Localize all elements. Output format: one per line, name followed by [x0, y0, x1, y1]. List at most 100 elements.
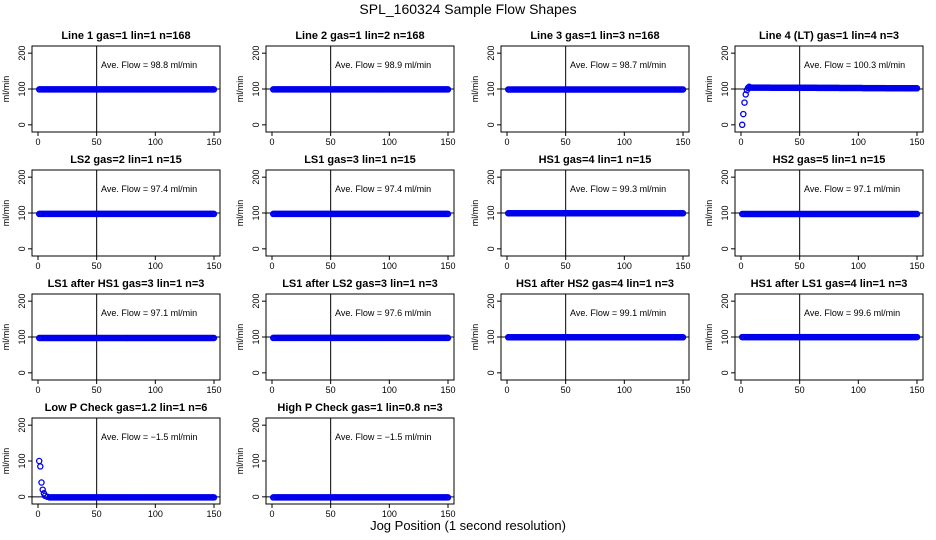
y-tick-label: 100	[486, 205, 496, 220]
x-tick-label: 0	[504, 137, 509, 147]
data-point	[913, 210, 921, 218]
panel-title: LS1 after HS1 gas=3 lin=1 n=3	[48, 278, 205, 290]
y-tick-label: 200	[17, 294, 27, 309]
panel-title: Line 2 gas=1 lin=2 n=168	[295, 30, 424, 42]
panel-4: Line 4 (LT) gas=1 lin=4 n=3 0 100 200 ml/min…	[704, 30, 925, 147]
data-point	[210, 494, 218, 501]
panel-title: Line 4 (LT) gas=1 lin=4 n=3	[759, 30, 899, 42]
y-tick-label: 200	[17, 170, 27, 185]
x-tick-label: 0	[738, 261, 743, 271]
x-tick-label: 50	[795, 385, 805, 395]
y-tick-label: 0	[486, 246, 496, 251]
figure-x-axis-label: Jog Position (1 second resolution)	[370, 518, 566, 533]
panel-13: Low P Check gas=1.2 lin=1 n=6 0 100 200 ml/m…	[1, 402, 222, 519]
x-tick-label: 150	[675, 261, 690, 271]
panel-title: LS1 after LS2 gas=3 lin=1 n=3	[282, 278, 438, 290]
x-tick-label: 150	[440, 261, 455, 271]
data-point	[444, 210, 452, 218]
x-tick-label: 50	[92, 509, 102, 519]
average-flow-annotation: Ave. Flow = 98.8 ml/min	[101, 60, 197, 70]
y-tick-label: 0	[251, 370, 261, 375]
y-tick-label: 0	[17, 246, 27, 251]
y-tick-label: 0	[720, 246, 730, 251]
y-tick-label: 0	[17, 122, 27, 127]
y-tick-label: 100	[486, 329, 496, 344]
y-tick-label: 0	[17, 370, 27, 375]
x-tick-label: 100	[851, 137, 866, 147]
x-tick-label: 50	[561, 261, 571, 271]
x-tick-label: 150	[440, 509, 455, 519]
y-axis-label: ml/min	[470, 324, 480, 351]
x-tick-label: 100	[382, 261, 397, 271]
y-tick-label: 0	[720, 122, 730, 127]
data-point	[679, 210, 687, 217]
y-tick-label: 100	[251, 453, 261, 468]
x-tick-label: 0	[738, 137, 743, 147]
y-tick-label: 200	[720, 170, 730, 185]
data-point	[39, 486, 46, 493]
x-tick-label: 100	[148, 509, 163, 519]
y-tick-label: 0	[486, 122, 496, 127]
x-tick-label: 150	[909, 137, 924, 147]
x-tick-label: 150	[440, 137, 455, 147]
average-flow-annotation: Ave. Flow = 97.4 ml/min	[101, 184, 197, 194]
x-tick-label: 150	[206, 137, 221, 147]
data-point	[38, 479, 45, 486]
y-axis-label: ml/min	[235, 76, 245, 103]
y-tick-label: 100	[17, 329, 27, 344]
x-tick-label: 50	[795, 261, 805, 271]
x-tick-label: 150	[206, 261, 221, 271]
average-flow-annotation: Ave. Flow = 98.7 ml/min	[570, 60, 666, 70]
average-flow-annotation: Ave. Flow = 97.1 ml/min	[804, 184, 900, 194]
panel-title: Line 1 gas=1 lin=1 n=168	[61, 30, 190, 42]
average-flow-annotation: Ave. Flow = −1.5 ml/min	[335, 432, 431, 442]
y-axis-label: ml/min	[1, 324, 11, 351]
y-axis-label: ml/min	[235, 324, 245, 351]
panel-title: High P Check gas=1 lin=0.8 n=3	[277, 402, 442, 414]
x-tick-label: 100	[382, 509, 397, 519]
x-tick-label: 150	[909, 385, 924, 395]
average-flow-annotation: Ave. Flow = 97.1 ml/min	[101, 308, 197, 318]
panel-title: LS1 gas=3 lin=1 n=15	[304, 154, 416, 166]
panel-14: High P Check gas=1 lin=0.8 n=3 0 100 200 ml/…	[235, 402, 456, 519]
y-tick-label: 200	[17, 46, 27, 61]
x-tick-label: 50	[326, 509, 336, 519]
y-tick-label: 200	[720, 46, 730, 61]
y-axis-label: ml/min	[235, 448, 245, 475]
panel-title: Line 3 gas=1 lin=3 n=168	[530, 30, 659, 42]
y-axis-label: ml/min	[1, 448, 11, 475]
y-tick-label: 100	[17, 205, 27, 220]
x-tick-label: 0	[35, 385, 40, 395]
plot-frame	[31, 417, 221, 505]
x-tick-label: 100	[617, 137, 632, 147]
y-tick-label: 100	[17, 453, 27, 468]
y-tick-label: 100	[17, 81, 27, 96]
data-point	[210, 334, 218, 342]
y-axis-label: ml/min	[704, 76, 714, 103]
data-point	[679, 334, 687, 341]
panel-9: LS1 after HS1 gas=3 lin=1 n=3 0 100 200 ml/m…	[1, 278, 222, 395]
y-tick-label: 200	[17, 418, 27, 433]
y-tick-label: 100	[720, 81, 730, 96]
x-tick-label: 0	[504, 261, 509, 271]
y-axis-label: ml/min	[1, 200, 11, 227]
panel-7: HS1 gas=4 lin=1 n=15 0 100 200 ml/min 0 50 100 1…	[470, 154, 691, 271]
y-tick-label: 200	[251, 294, 261, 309]
y-tick-label: 200	[486, 294, 496, 309]
y-tick-label: 100	[251, 81, 261, 96]
x-tick-label: 50	[92, 137, 102, 147]
y-tick-label: 100	[251, 329, 261, 344]
x-tick-label: 150	[675, 137, 690, 147]
x-tick-label: 50	[92, 385, 102, 395]
x-tick-label: 150	[675, 385, 690, 395]
data-point	[679, 86, 687, 93]
panel-title: HS1 gas=4 lin=1 n=15	[539, 154, 652, 166]
panel-5: LS2 gas=2 lin=1 n=15 0 100 200 ml/min 0 50 100 1…	[1, 154, 222, 271]
y-tick-label: 0	[251, 246, 261, 251]
y-tick-label: 200	[251, 170, 261, 185]
y-tick-label: 100	[720, 205, 730, 220]
x-tick-label: 100	[617, 261, 632, 271]
x-tick-label: 0	[35, 261, 40, 271]
panel-11: HS1 after HS2 gas=4 lin=1 n=3 0 100 200 ml/m…	[470, 278, 691, 395]
